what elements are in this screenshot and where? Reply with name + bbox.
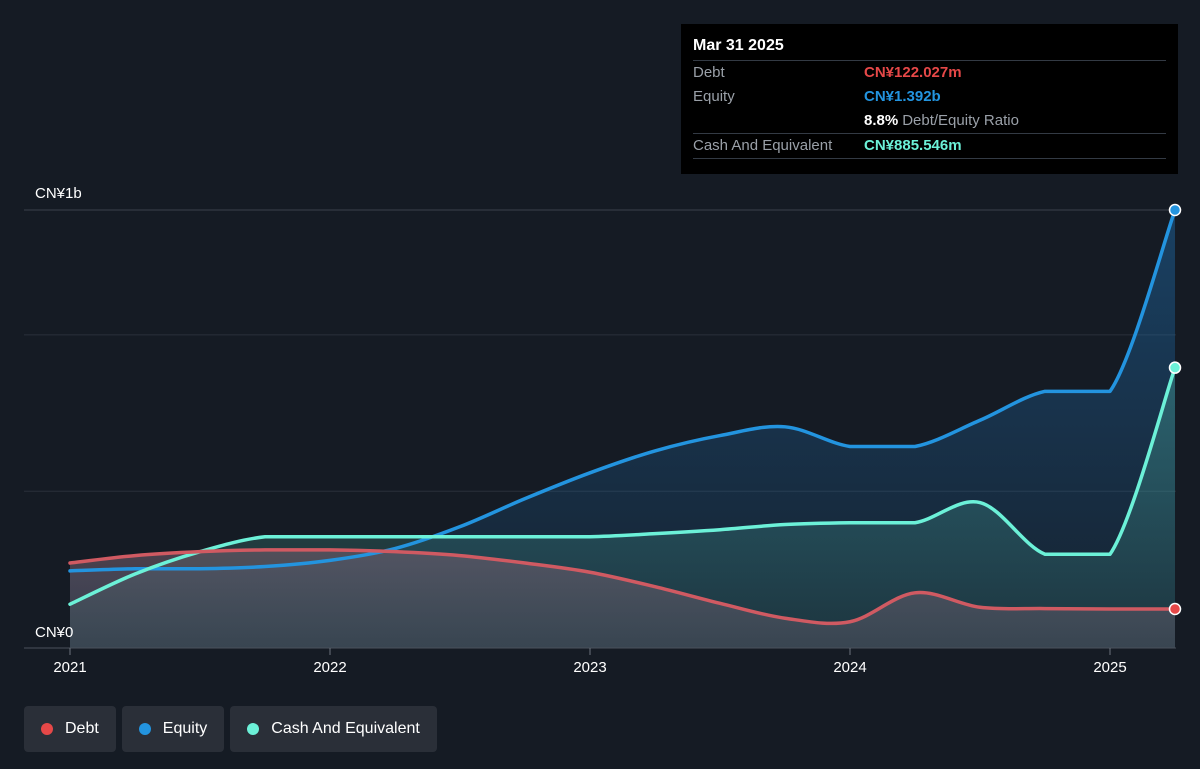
equity-dot-icon (138, 723, 151, 735)
chart-area: CN¥0 CN¥1b 2021 2022 2023 2024 2025 (24, 185, 1182, 676)
x-tick-label: 2022 (313, 659, 346, 676)
legend-item-debt[interactable]: Debt (24, 706, 116, 752)
tooltip-ratio-value: 8.8% (864, 112, 899, 129)
series-lines (68, 208, 1177, 626)
debt-dot-icon (41, 723, 53, 735)
legend-item-equity[interactable]: Equity (121, 706, 225, 752)
x-tick-label: 2025 (1093, 659, 1126, 676)
tooltip-row-equity: Equity CN¥1.392b (693, 85, 1166, 109)
x-tick-label: 2021 (53, 659, 86, 676)
y-tick-label: CN¥0 (35, 624, 73, 641)
series-areas (70, 210, 1175, 648)
legend-item-cash[interactable]: Cash And Equivalent (230, 706, 437, 752)
tooltip-debt-value: CN¥122.027m (864, 64, 962, 81)
tooltip-row-cash: Cash And Equivalent CN¥885.546m (693, 133, 1166, 159)
tooltip-ratio-spacer (693, 109, 864, 133)
tooltip-date: Mar 31 2025 (693, 37, 784, 54)
y-tick-label: CN¥1b (35, 185, 82, 202)
cash-and-equivalent-line (68, 365, 1177, 606)
legend-equity-label: Equity (162, 720, 208, 737)
tooltip-equity-value: CN¥1.392b (864, 88, 941, 105)
cash-and-equivalent-end-point (1168, 361, 1182, 374)
end-markers (1168, 203, 1182, 616)
debt-line (68, 548, 1177, 626)
tooltip-row-debt: Debt CN¥122.027m (693, 60, 1166, 85)
x-tick-label: 2023 (573, 659, 606, 676)
debt-area (70, 549, 1175, 648)
axes: CN¥0 CN¥1b 2021 2022 2023 2024 2025 (24, 185, 1176, 676)
equity-end-point (1168, 203, 1182, 217)
tooltip-equity-label: Equity (693, 88, 735, 105)
legend-debt-label: Debt (65, 720, 99, 737)
tooltip-cash-label: Cash And Equivalent (693, 137, 833, 154)
chart-legend: Debt Equity Cash And Equivalent (24, 706, 437, 752)
tooltip-debt-label: Debt (693, 64, 725, 81)
legend-cash-label: Cash And Equivalent (271, 720, 420, 737)
equity-line (68, 208, 1177, 573)
x-tick-label: 2024 (833, 659, 866, 676)
tooltip-cash-value: CN¥885.546m (864, 137, 962, 154)
tooltip-panel: Mar 31 2025 Debt CN¥122.027m Equity CN¥1… (681, 24, 1178, 174)
cash-dot-icon (247, 723, 260, 735)
tooltip-ratio-text: Debt/Equity Ratio (902, 112, 1019, 129)
tooltip-row-ratio: 8.8% Debt/Equity Ratio (693, 109, 1166, 133)
debt-end-point (1168, 602, 1182, 616)
